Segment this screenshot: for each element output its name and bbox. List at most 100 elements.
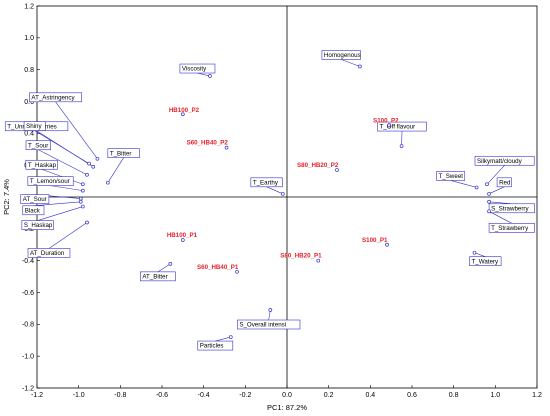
x-tick-label: 0.0 — [282, 392, 292, 399]
variable-leader — [488, 211, 512, 224]
x-axis-label: PC1: 87.2% — [267, 403, 307, 412]
variable-point: T_Bitter — [105, 148, 140, 185]
variable-point: T_Watery — [469, 250, 502, 267]
variable-label: AT_Sour — [23, 196, 47, 203]
variable-point: S_Strawberry — [487, 199, 535, 214]
variable-label: Red — [499, 179, 511, 186]
variable-marker — [472, 250, 477, 255]
variable-marker — [85, 220, 89, 225]
variable-label-box — [496, 177, 512, 188]
variable-marker — [78, 196, 83, 201]
variable-label-box — [140, 271, 176, 282]
variable-marker — [280, 191, 285, 196]
variable-leader — [33, 201, 81, 207]
variable-label-box — [488, 223, 535, 233]
sample-label: HB100_P1 — [167, 232, 198, 239]
variable-marker — [87, 161, 91, 166]
variable-label-box — [107, 148, 140, 158]
y-axis-label: PC2: 7.4% — [2, 179, 11, 215]
variable-label: Particles — [200, 343, 224, 350]
sample-marker — [387, 123, 391, 128]
variable-leader — [488, 186, 505, 195]
variable-label-box — [250, 177, 283, 188]
variable-leader — [266, 186, 283, 195]
variable-marker — [228, 335, 233, 339]
x-tick-label: -0.4 — [198, 392, 210, 399]
variable-label-box — [197, 340, 234, 351]
variable-leader — [55, 101, 98, 159]
sample-marker — [385, 242, 389, 247]
variable-point: S_Overall intensi — [237, 308, 301, 330]
variable-marker — [399, 144, 404, 148]
variable-leader — [34, 130, 90, 164]
variable-label: AT_Bitter — [142, 273, 167, 280]
variable-point: Silkymatt/cloudy — [474, 155, 535, 187]
variable-point: AT_Duration — [27, 220, 89, 258]
sample-marker — [316, 258, 321, 263]
variable-label: T_Off flavour — [380, 124, 416, 131]
x-tick-label: -0.6 — [156, 392, 168, 399]
variable-leader — [489, 201, 512, 205]
variable-label: T_Earthy — [253, 179, 279, 186]
variable-label: T_Bitter — [110, 150, 132, 157]
y-axis-ticks: 1.21.00.80.60.40.20.0-0.2-0.4-0.6-0.8-1.… — [22, 3, 40, 392]
variable-point: T_Strawberry — [487, 209, 535, 233]
y-tick-label: -0.4 — [22, 258, 34, 265]
variable-marker — [208, 74, 212, 78]
sample-label: S80_HB20_P2 — [297, 162, 339, 169]
variable-marker — [474, 185, 479, 190]
x-axis-ticks: -1.2 -1.0 -0.8 -0.6 -0.4 -0.2 0.0 0.2 0.4 0.6 0.8 1… — [31, 385, 542, 399]
variable-label-box — [29, 92, 83, 103]
sample-marker — [335, 168, 339, 172]
variable-point: S_Haskap — [21, 204, 85, 230]
variable-label: S_Overall intensi — [239, 322, 286, 329]
variable-point: T_Sweet — [436, 171, 479, 190]
sample-point: S60_HB40_P1 — [197, 264, 239, 274]
variable-label: Silkymatt/cloudy — [477, 158, 523, 165]
variable-marker — [91, 164, 96, 169]
sample-point: HB100_P1 — [167, 232, 198, 242]
x-tick-label: 1.0 — [490, 392, 500, 399]
x-tick-label: -0.2 — [239, 392, 251, 399]
variable-leader — [215, 336, 231, 342]
variable-marker — [80, 182, 85, 187]
x-tick-label: 0.4 — [365, 392, 375, 399]
sample-point: S80_HB20_P1 — [280, 253, 322, 263]
y-tick-label: 0.6 — [24, 99, 34, 106]
variable-point: Black — [22, 199, 83, 216]
variable-point: AT_Astringency — [29, 92, 100, 161]
variable-leader — [474, 252, 486, 257]
variable-point: Particles — [197, 335, 234, 351]
x-tick-label: -1.0 — [73, 392, 85, 399]
variable-label: AT_Astringency — [31, 94, 75, 101]
variable-label-box — [25, 159, 58, 170]
variable-label: T_Strawberry — [491, 225, 529, 232]
variable-label-box — [237, 319, 301, 330]
variable-leader — [50, 185, 83, 191]
variable-label-box — [27, 176, 74, 186]
variable-label-box — [377, 121, 427, 132]
x-tick-label: -0.8 — [114, 392, 126, 399]
variable-leader — [450, 180, 477, 188]
variable-leader — [38, 149, 88, 175]
y-tick-label: -0.8 — [22, 322, 34, 329]
variable-point: AT_Bitter — [140, 262, 176, 282]
sample-label: S100_P1 — [362, 237, 388, 244]
variable-label-box — [25, 140, 52, 151]
variable-label-box — [321, 50, 361, 60]
variable-marker — [80, 188, 85, 193]
variable-label: T_Lemon/sour — [30, 178, 70, 185]
y-tick-label: 0.4 — [24, 131, 34, 138]
variable-label: Viscosity — [182, 66, 207, 73]
x-tick-label: -1.2 — [31, 392, 43, 399]
variable-label-box — [23, 121, 46, 131]
variable-marker — [268, 308, 273, 312]
variable-label: T_Sour — [28, 142, 48, 149]
variable-label: T_Watery — [472, 258, 499, 265]
variable-label-box — [22, 205, 45, 216]
variable-point: Shiny — [23, 121, 91, 166]
variable-leader — [107, 157, 124, 183]
variable-leader — [157, 263, 171, 273]
variable-leader — [37, 206, 83, 221]
